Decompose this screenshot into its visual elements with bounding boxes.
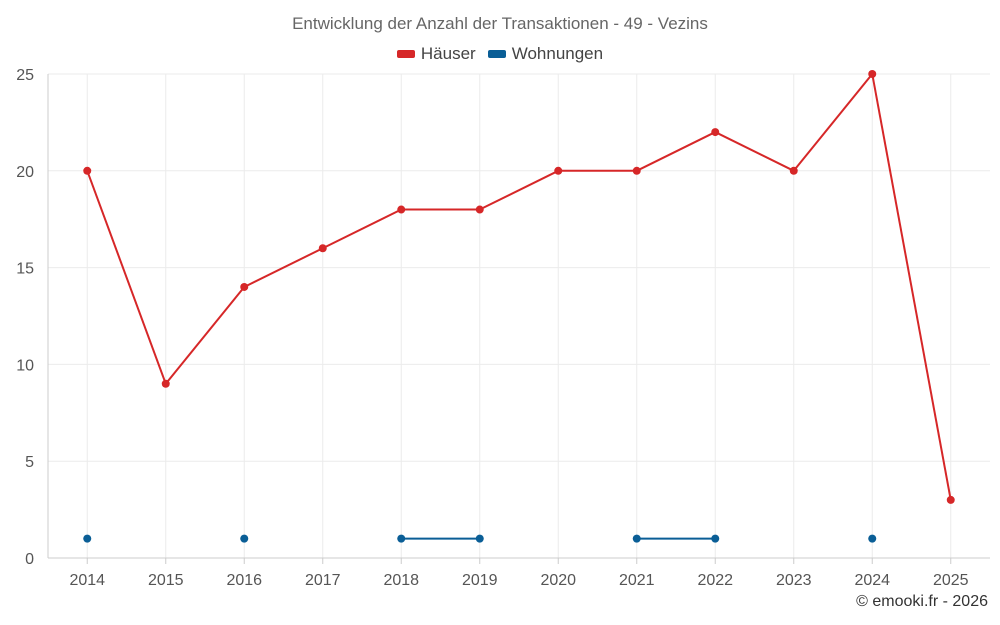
x-tick-label-2025: 2025 — [933, 572, 969, 589]
legend-item-wohnungen[interactable]: Wohnungen — [487, 44, 604, 64]
data-point-wohnungen-2014 — [83, 534, 92, 543]
legend-label-haeuser: Häuser — [420, 44, 476, 63]
legend-label-wohnungen: Wohnungen — [511, 44, 604, 63]
data-point-wohnungen-2016 — [240, 534, 249, 543]
data-point-haeuser-2024 — [868, 70, 877, 78]
x-tick-label-2021: 2021 — [619, 572, 655, 589]
data-point-wohnungen-2024 — [868, 534, 877, 543]
data-point-haeuser-2014 — [83, 166, 92, 175]
legend-item-haeuser[interactable]: Häuser — [396, 44, 476, 64]
x-tick-label-2015: 2015 — [148, 572, 184, 589]
data-point-haeuser-2025 — [946, 495, 955, 504]
data-point-wohnungen-2022 — [711, 534, 720, 543]
x-tick-label-2018: 2018 — [383, 572, 419, 589]
data-point-wohnungen-2019 — [475, 534, 484, 543]
legend: Häuser Wohnungen — [0, 44, 1000, 64]
data-point-haeuser-2019 — [475, 205, 484, 214]
x-tick-label-2024: 2024 — [854, 572, 890, 589]
series-line-haeuser-2019 — [479, 169, 559, 211]
series-line-haeuser-2024 — [871, 73, 952, 501]
series-line-haeuser-2016 — [243, 247, 324, 288]
series-line-haeuser-2015 — [164, 286, 246, 385]
y-tick-label-15: 15 — [16, 261, 34, 278]
data-point-haeuser-2021 — [632, 166, 641, 175]
series-line-haeuser-2014 — [86, 170, 167, 385]
data-point-haeuser-2022 — [711, 128, 720, 137]
data-point-haeuser-2023 — [789, 166, 798, 175]
data-point-haeuser-2016 — [240, 282, 249, 291]
y-tick-label-10: 10 — [16, 357, 34, 374]
data-point-haeuser-2015 — [161, 379, 170, 388]
x-tick-label-2017: 2017 — [305, 572, 341, 589]
x-tick-label-2016: 2016 — [226, 572, 262, 589]
legend-swatch-haeuser — [396, 50, 415, 58]
series-line-haeuser-2017 — [322, 208, 402, 250]
y-tick-label-25: 25 — [16, 67, 34, 84]
legend-swatch-wohnungen — [487, 50, 506, 58]
x-tick-label-2019: 2019 — [462, 572, 498, 589]
data-point-wohnungen-2021 — [632, 534, 641, 543]
chart-title: Entwicklung der Anzahl der Transaktionen… — [292, 14, 708, 33]
x-tick-label-2023: 2023 — [776, 572, 812, 589]
data-point-haeuser-2017 — [318, 244, 327, 253]
x-tick-label-2020: 2020 — [540, 572, 576, 589]
x-tick-label-2022: 2022 — [697, 572, 733, 589]
data-point-wohnungen-2018 — [397, 534, 406, 543]
y-tick-label-5: 5 — [25, 454, 34, 471]
y-tick-label-20: 20 — [16, 164, 34, 181]
series-line-haeuser-2022 — [714, 131, 795, 172]
y-tick-label-0: 0 — [25, 551, 34, 568]
data-point-haeuser-2020 — [554, 166, 563, 175]
series-line-haeuser-2023 — [792, 73, 874, 172]
credit-text: © emooki.fr - 2026 — [856, 593, 988, 610]
series-line-haeuser-2021 — [636, 131, 716, 172]
data-point-haeuser-2018 — [397, 205, 406, 214]
x-tick-label-2014: 2014 — [69, 572, 105, 589]
